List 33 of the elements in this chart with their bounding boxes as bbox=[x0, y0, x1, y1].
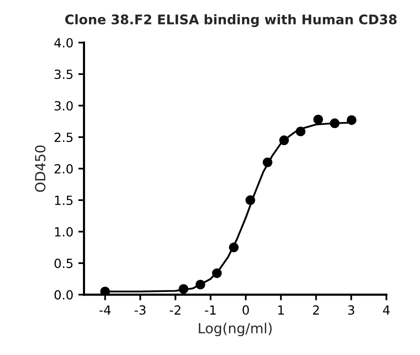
point bbox=[346, 115, 356, 125]
x-tick-label: -2 bbox=[170, 305, 180, 315]
point bbox=[313, 114, 324, 124]
point bbox=[196, 280, 206, 290]
x-tick-label: -1 bbox=[204, 305, 216, 315]
y-axis-title: OD450 bbox=[34, 145, 46, 192]
y-tick-label: 0.5 bbox=[54, 258, 72, 268]
y-tick-label: 4.0 bbox=[54, 38, 73, 48]
y-tick-label: 1.5 bbox=[55, 196, 72, 206]
point bbox=[178, 284, 188, 294]
y-tick-label: 2.5 bbox=[54, 132, 72, 142]
x-tick-label: 1 bbox=[278, 305, 284, 315]
x-tick-label: 2 bbox=[313, 305, 319, 315]
y-tick-label: 2.0 bbox=[54, 164, 73, 174]
x-axis-title: Log(ng/ml) bbox=[198, 322, 272, 336]
point bbox=[212, 268, 222, 278]
y-tick-label: 3.5 bbox=[54, 70, 72, 80]
point bbox=[279, 135, 289, 146]
point bbox=[100, 286, 110, 295]
x-tick-label: 4 bbox=[383, 305, 390, 315]
x-tick-label: 0 bbox=[242, 305, 249, 315]
point bbox=[245, 195, 256, 205]
point bbox=[330, 118, 340, 128]
point bbox=[262, 157, 272, 168]
y-tick-label: 0.0 bbox=[54, 290, 73, 300]
chart-title: Clone 38.F2 ELISA binding with Human CD38 bbox=[65, 14, 397, 28]
y-tick-label: 3.0 bbox=[54, 101, 73, 111]
y-tick-label: 1.0 bbox=[55, 227, 73, 237]
x-tick-label: 3 bbox=[348, 305, 354, 315]
point bbox=[228, 242, 239, 252]
x-tick-label: -4 bbox=[99, 305, 111, 315]
point bbox=[296, 126, 306, 136]
x-tick-label: -3 bbox=[134, 305, 146, 315]
